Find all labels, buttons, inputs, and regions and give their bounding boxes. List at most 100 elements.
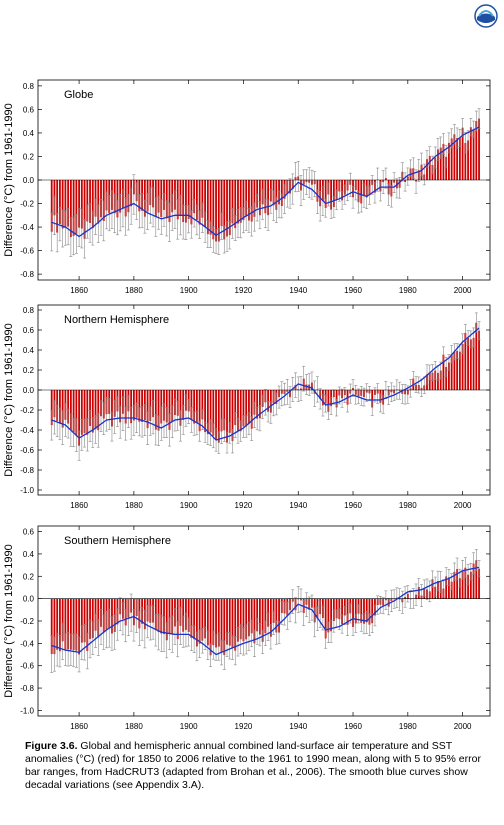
anomaly-bar [61, 598, 64, 642]
anomaly-bar [97, 390, 100, 431]
anomaly-bar [327, 390, 330, 412]
anomaly-bar [204, 180, 207, 228]
y-tick-label: 0.4 [23, 346, 35, 355]
anomaly-bar [215, 390, 217, 440]
anomaly-bar [439, 147, 442, 180]
x-tick-label: 1860 [70, 286, 88, 295]
noaa-logo-icon [474, 4, 498, 28]
y-tick-label: -0.6 [20, 247, 34, 256]
anomaly-bar [368, 598, 371, 625]
anomaly-bar [111, 598, 113, 634]
y-tick-label: 0.2 [23, 152, 35, 161]
anomaly-bar [179, 390, 182, 426]
x-tick-label: 1960 [344, 501, 362, 510]
y-tick-label: 0.6 [23, 326, 35, 335]
anomaly-bar [50, 598, 53, 655]
x-tick-label: 1860 [70, 722, 88, 731]
anomaly-bar [453, 134, 456, 180]
anomaly-bar [275, 598, 278, 633]
caption-text: Global and hemispheric annual combined l… [25, 740, 481, 791]
anomaly-bar [439, 370, 442, 390]
anomaly-bar [201, 180, 204, 218]
x-tick-label: 1900 [180, 722, 198, 731]
y-tick-label: -1.0 [20, 486, 34, 495]
anomaly-bar [431, 579, 434, 599]
x-tick-label: 1940 [289, 501, 307, 510]
anomaly-bar [212, 390, 215, 436]
anomaly-bar [195, 180, 198, 220]
x-tick-label: 1980 [399, 286, 417, 295]
northern-hemisphere-chart-panel: -1.0 -0.8 -0.6 -0.4 -0.2 0.0 0.2 0.4 0.6 0.8 1860 1… [0, 295, 504, 515]
anomaly-bar [467, 574, 469, 599]
anomaly-bar [242, 180, 245, 221]
anomaly-bar [275, 180, 278, 210]
southern-hemisphere-chart-panel: -1.0 -0.8 -0.6 -0.4 -0.2 0.0 0.2 0.4 0.6 1860 1880… [0, 516, 504, 736]
y-tick-label: -0.6 [20, 662, 34, 671]
anomaly-bar [269, 598, 272, 637]
panel-title: Southern Hemisphere [64, 535, 171, 547]
anomaly-bar [231, 390, 234, 442]
y-tick-label: 0.0 [23, 386, 35, 395]
anomaly-bar [253, 180, 256, 217]
anomaly-bar [195, 390, 198, 423]
anomaly-bar [237, 180, 239, 224]
anomaly-bar [258, 180, 261, 216]
anomaly-bar [75, 390, 78, 436]
anomaly-bar [61, 180, 64, 229]
y-tick-label: 0.2 [23, 366, 35, 375]
anomaly-bar [445, 576, 448, 599]
anomaly-bar [67, 180, 70, 227]
anomaly-bar [80, 390, 83, 435]
anomaly-bar [72, 390, 75, 433]
anomaly-bar [239, 390, 242, 432]
anomaly-bar [165, 390, 168, 423]
y-tick-label: 0.8 [23, 82, 35, 91]
anomaly-bar [215, 598, 217, 648]
anomaly-bar [458, 578, 461, 599]
anomaly-bar [146, 390, 149, 429]
x-tick-label: 1880 [125, 501, 143, 510]
anomaly-bar [330, 180, 333, 210]
y-tick-label: 0.8 [23, 306, 35, 315]
y-tick-label: 0.0 [23, 176, 35, 185]
anomaly-bar [445, 156, 448, 180]
anomaly-bar [78, 390, 80, 446]
anomaly-bar [324, 598, 327, 639]
anomaly-bar [217, 598, 220, 647]
anomaly-bar [223, 598, 226, 656]
anomaly-bar [248, 180, 250, 221]
anomaly-bar [437, 372, 439, 390]
anomaly-bar [204, 598, 207, 639]
anomaly-bar [220, 598, 223, 653]
anomaly-bar [371, 390, 374, 408]
anomaly-bar [209, 598, 212, 656]
anomaly-bar [195, 598, 198, 647]
anomaly-bar [256, 598, 259, 632]
y-tick-label: -0.4 [20, 639, 34, 648]
anomaly-bar [212, 598, 215, 646]
x-tick-label: 1920 [235, 501, 253, 510]
anomaly-bar [478, 330, 480, 390]
anomaly-bar [72, 598, 75, 651]
caption-label: Figure 3.6. [25, 740, 78, 752]
anomaly-bar [453, 351, 456, 390]
anomaly-bar [250, 180, 253, 222]
anomaly-bar [278, 598, 280, 633]
anomaly-bar [261, 598, 264, 642]
anomaly-bar [201, 598, 204, 641]
y-axis-label: Difference (°C) from 1961-1990 [3, 323, 15, 476]
anomaly-bar [168, 598, 171, 634]
anomaly-bar [464, 567, 467, 599]
y-tick-label: 0.2 [23, 572, 35, 581]
anomaly-bar [469, 339, 472, 390]
anomaly-bar [50, 180, 53, 232]
anomaly-bar [231, 180, 234, 224]
anomaly-bar [237, 390, 239, 431]
anomaly-bar [102, 180, 105, 221]
decadal-smooth-curve [51, 126, 480, 238]
x-tick-label: 1920 [235, 286, 253, 295]
anomaly-bar [217, 180, 220, 242]
northern-hemisphere-chart: -1.0 -0.8 -0.6 -0.4 -0.2 0.0 0.2 0.4 0.6 0.8 1860 1… [3, 304, 491, 510]
anomaly-bar [475, 560, 478, 599]
y-tick-label: -0.2 [20, 617, 34, 626]
